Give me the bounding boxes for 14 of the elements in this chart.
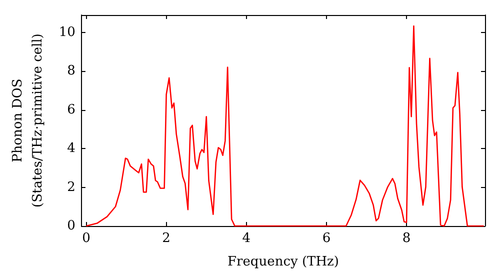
y-tick-label: 0 [67, 218, 76, 234]
y-tick-label: 8 [67, 64, 76, 79]
x-tick-label: 6 [322, 231, 331, 246]
x-tick-label: 4 [242, 231, 251, 246]
y-tick-label: 2 [67, 180, 76, 195]
y-tick-label: 4 [67, 141, 76, 156]
x-tick-label: 0 [82, 231, 90, 246]
x-tick-label: 2 [162, 231, 170, 246]
y-tick-label: 10 [58, 24, 76, 40]
y-axis-title: Phonon DOS (States/THz·primitive cell) [10, 33, 46, 208]
x-axis-title: Frequency (THz) [227, 254, 339, 270]
line-series [86, 25, 484, 227]
y-tick-label: 6 [67, 102, 76, 118]
x-tick-label: 8 [402, 231, 411, 246]
